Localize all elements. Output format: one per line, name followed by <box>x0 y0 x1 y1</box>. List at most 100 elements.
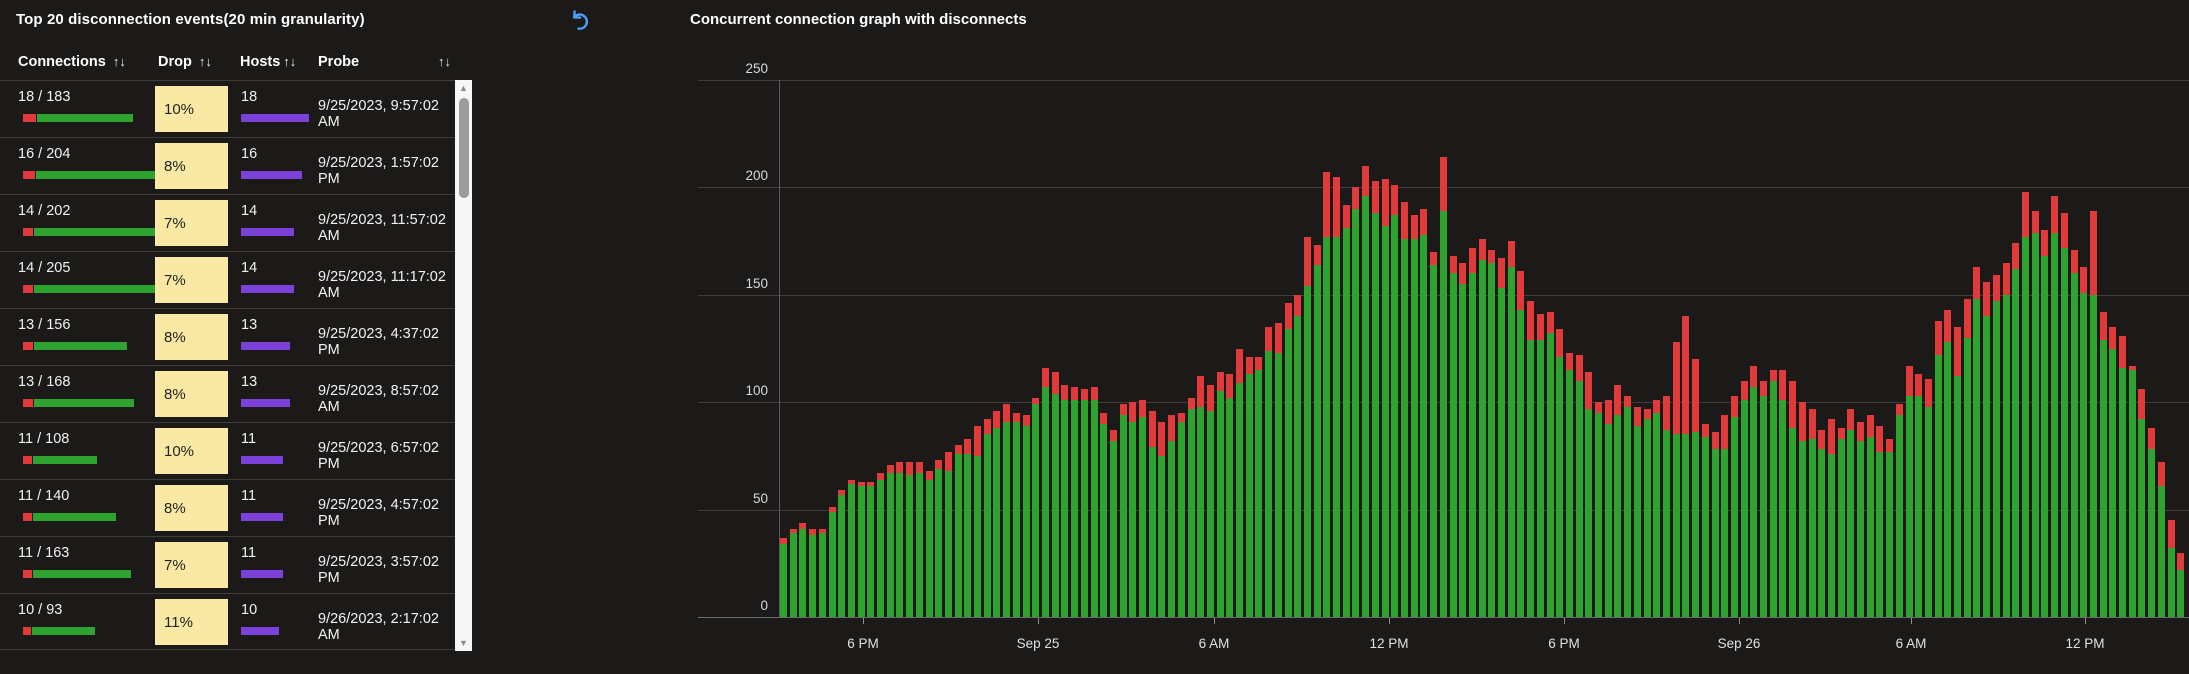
drop-percent-cell: 7% <box>155 257 228 303</box>
disconnect-bar-cap <box>2138 389 2146 420</box>
drops-bar-segment <box>23 114 36 122</box>
column-header-hosts[interactable]: Hosts ↑↓ <box>240 54 296 70</box>
connection-bar <box>1721 415 1729 617</box>
disconnect-bar-cap <box>1701 423 1709 437</box>
disconnect-bar-cap <box>1012 412 1020 422</box>
y-axis-tick-label: 100 <box>745 383 768 399</box>
disconnect-bar-cap <box>1100 412 1108 424</box>
table-row[interactable]: 13 / 168 8% 13 9/25/2023, 8:57:02 AM <box>0 365 455 422</box>
disconnect-bar-cap <box>1692 359 1700 433</box>
x-axis-tick-label: Sep 26 <box>1717 636 1761 651</box>
connection-bar <box>780 537 787 617</box>
connection-bar <box>964 438 972 617</box>
table-row[interactable]: 13 / 156 8% 13 9/25/2023, 4:37:02 PM <box>0 308 455 365</box>
y-axis-line <box>779 80 780 617</box>
connection-bar <box>1536 314 1544 617</box>
connection-bar <box>1284 303 1292 617</box>
table-row[interactable]: 16 / 204 8% 16 9/25/2023, 1:57:02 PM <box>0 137 455 194</box>
table-scrollbar[interactable]: ▲ ▼ <box>455 80 472 651</box>
sort-icon[interactable]: ↑↓ <box>198 54 212 69</box>
drops-bar-segment <box>23 570 32 578</box>
connections-value: 18 / 183 <box>18 89 71 105</box>
x-axis-tick-mark <box>1214 618 1215 624</box>
disconnect-bar-cap <box>1158 421 1166 456</box>
table-row[interactable]: 11 / 140 8% 11 9/25/2023, 4:57:02 PM <box>0 479 455 536</box>
connection-bar <box>1740 380 1748 617</box>
connection-bar <box>1206 385 1214 617</box>
disconnect-bar-cap <box>1274 322 1282 353</box>
connection-bar <box>877 473 885 617</box>
panel-title: Top 20 disconnection events(20 min granu… <box>16 11 365 28</box>
table-row[interactable]: 18 / 183 10% 18 9/25/2023, 9:57:02 AM <box>0 80 455 137</box>
disconnect-bar-cap <box>2119 335 2127 368</box>
column-label: Drop <box>158 54 192 70</box>
disconnect-bar-cap <box>1032 397 1040 405</box>
column-header-probe[interactable]: Probe <box>318 54 359 70</box>
disconnect-bar-cap <box>828 507 836 512</box>
hosts-value: 14 <box>241 203 258 219</box>
table-row[interactable]: 11 / 163 7% 11 9/25/2023, 3:57:02 PM <box>0 536 455 593</box>
connection-bar <box>1032 397 1040 617</box>
connection-bar <box>1546 311 1554 617</box>
connection-bar <box>2031 211 2039 617</box>
sort-icon[interactable]: ↑↓ <box>283 54 297 69</box>
table-row[interactable]: 11 / 108 10% 11 9/25/2023, 6:57:02 PM <box>0 422 455 479</box>
connection-bar <box>1614 385 1622 617</box>
disconnect-bar-cap <box>1779 369 1787 401</box>
column-header-drop[interactable]: Drop ↑↓ <box>158 54 212 70</box>
column-label: Hosts <box>240 54 281 70</box>
connections-bar-segment <box>33 513 116 521</box>
disconnect-bar-cap <box>1401 202 1408 239</box>
table-row[interactable]: 14 / 205 7% 14 9/25/2023, 11:17:02 AM <box>0 251 455 308</box>
probe-timestamp: 9/25/2023, 4:37:02 PM <box>318 326 439 358</box>
y-axis-tick-label: 250 <box>745 61 768 76</box>
disconnect-bar-cap <box>1391 185 1399 216</box>
connection-bar <box>1944 309 1952 617</box>
disconnect-bar-cap <box>1760 380 1768 396</box>
drops-bar-segment <box>23 342 33 350</box>
disconnect-bar-cap <box>906 462 914 476</box>
chart-plot-area[interactable] <box>780 80 2186 617</box>
disconnect-bar-cap <box>1973 266 1981 300</box>
disconnect-bar-cap <box>2089 211 2097 295</box>
disconnect-bar-cap <box>2031 211 2039 233</box>
x-axis-tick-label: 6 AM <box>1895 636 1927 651</box>
connection-bar <box>993 410 1001 617</box>
table-row[interactable]: 10 / 93 11% 10 9/26/2023, 2:17:02 AM <box>0 593 455 650</box>
disconnect-bar-cap <box>1488 249 1496 263</box>
sort-icon-probe[interactable]: ↑↓ <box>438 54 451 69</box>
disconnect-bar-cap <box>1857 421 1865 441</box>
events-table-body: 18 / 183 10% 18 9/25/2023, 9:57:02 AM 16 / 2… <box>0 80 455 650</box>
connection-bar <box>1265 327 1273 617</box>
disconnect-bar-cap <box>1080 389 1088 401</box>
undo-button[interactable] <box>566 8 592 34</box>
disconnection-events-panel: Top 20 disconnection events(20 min granu… <box>0 0 589 674</box>
connection-bar <box>1478 238 1486 617</box>
connection-bar <box>2012 243 2020 617</box>
table-row[interactable]: 14 / 202 7% 14 9/25/2023, 11:57:02 AM <box>0 194 455 251</box>
connection-bar <box>1022 415 1030 617</box>
connection-bar <box>1876 425 1884 617</box>
scrollbar-thumb[interactable] <box>458 98 469 198</box>
x-axis-tick-mark <box>1739 618 1740 624</box>
connection-bar <box>1439 157 1447 617</box>
drop-percent-cell: 8% <box>155 143 228 189</box>
connections-bar-segment <box>36 171 161 179</box>
connection-bar <box>1653 400 1661 617</box>
connection-bar <box>1827 419 1835 617</box>
probe-timestamp: 9/25/2023, 8:57:02 AM <box>318 383 439 415</box>
disconnect-bar-cap <box>1575 354 1583 381</box>
disconnect-bar-cap <box>993 410 1001 428</box>
disconnect-bar-cap <box>2002 262 2010 295</box>
disconnect-bar-cap <box>2051 196 2059 233</box>
connection-bar <box>944 451 952 617</box>
connection-bar <box>1158 421 1166 617</box>
sort-icon[interactable]: ↑↓ <box>112 54 126 69</box>
disconnect-bar-cap <box>1837 427 1845 439</box>
x-axis-tick-mark <box>1564 618 1565 624</box>
connections-value: 14 / 205 <box>18 260 71 276</box>
connections-bar <box>23 513 116 521</box>
scrollbar-up-arrow[interactable]: ▲ <box>459 83 468 93</box>
column-header-connections[interactable]: Connections ↑↓ <box>18 54 126 70</box>
scrollbar-down-arrow[interactable]: ▼ <box>459 638 468 648</box>
